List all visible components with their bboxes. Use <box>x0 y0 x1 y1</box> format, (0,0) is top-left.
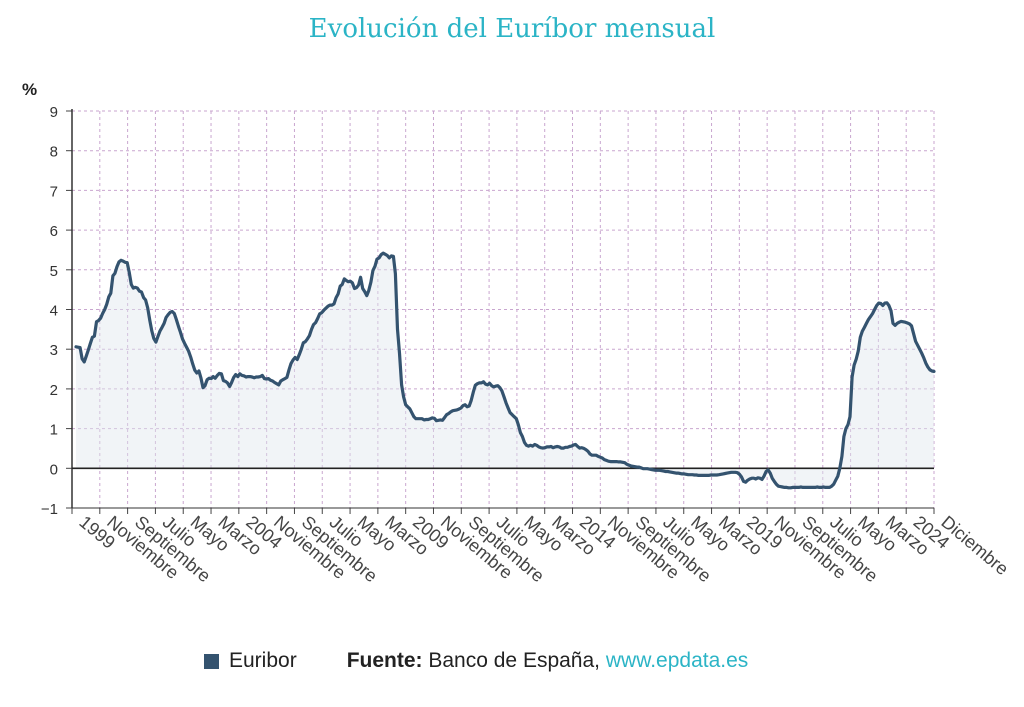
x-tick-label: Diciembre <box>937 512 1012 579</box>
y-tick-labels: −1 0 1 2 3 4 5 6 7 8 9 <box>41 104 58 518</box>
y-tick-label: 4 <box>50 303 58 320</box>
chart-title: Evolución del Euríbor mensual <box>308 14 716 44</box>
y-tick-label: 2 <box>50 382 58 399</box>
grid <box>72 110 935 509</box>
y-tick-label: 3 <box>50 342 58 359</box>
legend: Euribor Fuente: Banco de España, www.epd… <box>204 648 748 674</box>
source-label: Fuente: <box>346 649 423 672</box>
source-text: Banco de España, <box>428 649 601 672</box>
legend-swatch <box>204 653 219 669</box>
y-tick-label: −1 <box>41 501 58 518</box>
series-area-euribor <box>76 253 934 488</box>
x-tick-labels: 1999NoviembreSeptiembreJulioMayoMarzo200… <box>75 512 1012 586</box>
y-axis-label: % <box>22 80 37 99</box>
series-line-euribor <box>74 251 936 490</box>
y-tick-label: 7 <box>50 183 58 200</box>
legend-label: Euribor <box>229 649 297 672</box>
source-link[interactable]: www.epdata.es <box>605 649 749 672</box>
y-tick-label: 0 <box>50 461 58 478</box>
y-tick-label: 5 <box>50 263 58 280</box>
y-tick-label: 8 <box>50 144 58 161</box>
y-tick-label: 6 <box>50 223 58 240</box>
y-tick-label: 1 <box>50 422 58 439</box>
axes <box>66 109 935 514</box>
source-note: Fuente: Banco de España, www.epdata.es <box>347 649 749 673</box>
y-tick-label: 9 <box>50 104 58 121</box>
